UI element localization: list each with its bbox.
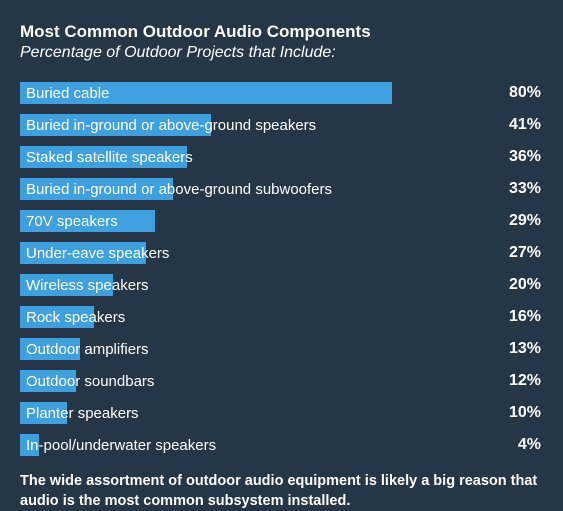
chart-subtitle: Percentage of Outdoor Projects that Incl… xyxy=(20,44,543,62)
bar-row: Buried in-ground or above-ground subwoof… xyxy=(20,176,543,202)
bar-label: Staked satellite speakers xyxy=(26,146,193,168)
bar-label: Wireless speakers xyxy=(26,274,149,296)
bar-value: 20% xyxy=(485,276,543,294)
bar-track: Buried in-ground or above-ground speaker… xyxy=(20,114,485,136)
bar-label: In-pool/underwater speakers xyxy=(26,434,216,456)
bar-track: Staked satellite speakers xyxy=(20,146,485,168)
bar-label: Outdoor amplifiers xyxy=(26,338,149,360)
bar-row: Outdoor soundbars 12% xyxy=(20,368,543,394)
bar-value: 33% xyxy=(485,180,543,198)
bar-row: Planter speakers 10% xyxy=(20,400,543,426)
bar-row: Staked satellite speakers 36% xyxy=(20,144,543,170)
bar-track: Outdoor soundbars xyxy=(20,370,485,392)
bar-value: 13% xyxy=(485,340,543,358)
bar-row: In-pool/underwater speakers 4% xyxy=(20,432,543,458)
bar-track: Under-eave speakers xyxy=(20,242,485,264)
bar-track: Buried cable xyxy=(20,82,485,104)
bar-row: Rock speakers 16% xyxy=(20,304,543,330)
bar-value: 12% xyxy=(485,372,543,390)
bar-label: 70V speakers xyxy=(26,210,118,232)
bar-value: 16% xyxy=(485,308,543,326)
bar-label: Planter speakers xyxy=(26,402,139,424)
bar-value: 36% xyxy=(485,148,543,166)
bar-row: Buried in-ground or above-ground speaker… xyxy=(20,112,543,138)
bar-track: Outdoor amplifiers xyxy=(20,338,485,360)
bar-row: 70V speakers 29% xyxy=(20,208,543,234)
bar-value: 27% xyxy=(485,244,543,262)
bar-track: Rock speakers xyxy=(20,306,485,328)
bar-value: 29% xyxy=(485,212,543,230)
bar-value: 4% xyxy=(485,436,543,454)
bar-value: 80% xyxy=(485,84,543,102)
bar-row: Buried cable 80% xyxy=(20,80,543,106)
chart-footnote: The wide assortment of outdoor audio equ… xyxy=(20,472,543,511)
bar-label: Buried cable xyxy=(26,82,109,104)
bar-label: Under-eave speakers xyxy=(26,242,169,264)
bar-track: Planter speakers xyxy=(20,402,485,424)
bar-label: Buried in-ground or above-ground speaker… xyxy=(26,114,316,136)
bar-value: 10% xyxy=(485,404,543,422)
bar-row: Wireless speakers 20% xyxy=(20,272,543,298)
bar-track: 70V speakers xyxy=(20,210,485,232)
bar-label: Buried in-ground or above-ground subwoof… xyxy=(26,178,332,200)
bar-track: Buried in-ground or above-ground subwoof… xyxy=(20,178,485,200)
bar-value: 41% xyxy=(485,116,543,134)
chart-title: Most Common Outdoor Audio Components xyxy=(20,22,543,42)
bar-row: Outdoor amplifiers 13% xyxy=(20,336,543,362)
bar-track: In-pool/underwater speakers xyxy=(20,434,485,456)
bar-track: Wireless speakers xyxy=(20,274,485,296)
bar-chart: Buried cable 80% Buried in-ground or above… xyxy=(20,80,543,458)
bar-label: Rock speakers xyxy=(26,306,125,328)
bar-label: Outdoor soundbars xyxy=(26,370,154,392)
bar-row: Under-eave speakers 27% xyxy=(20,240,543,266)
